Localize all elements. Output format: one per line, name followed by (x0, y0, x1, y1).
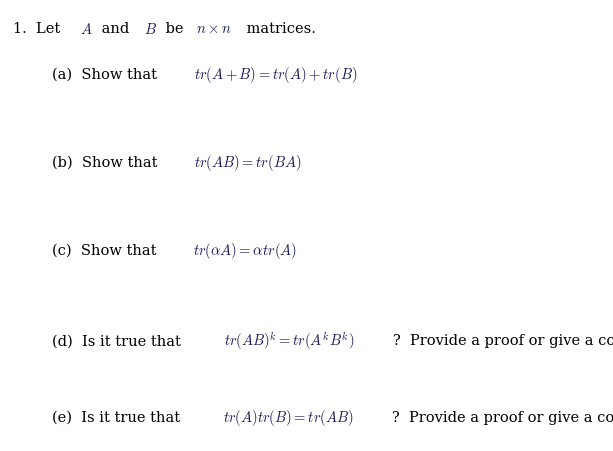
Text: 1.  Let: 1. Let (13, 23, 66, 36)
Text: matrices.: matrices. (242, 23, 316, 36)
Text: $\mathit{tr}(\alpha A) = \alpha\mathit{tr}(A)$: $\mathit{tr}(\alpha A) = \alpha\mathit{t… (193, 240, 297, 260)
Text: $B$: $B$ (144, 22, 157, 37)
Text: (a)  Show that: (a) Show that (52, 68, 162, 81)
Text: ?  Provide a proof or give a counter example.: ? Provide a proof or give a counter exam… (392, 410, 613, 424)
Text: $\mathit{tr}(A+B) = \mathit{tr}(A) + \mathit{tr}(B)$: $\mathit{tr}(A+B) = \mathit{tr}(A) + \ma… (194, 64, 357, 84)
Text: be: be (161, 23, 188, 36)
Text: $n \times n$: $n \times n$ (196, 23, 232, 36)
Text: ?  Provide a proof or give a counter example.: ? Provide a proof or give a counter exam… (393, 334, 613, 347)
Text: $\mathit{tr}(AB)^k = \mathit{tr}(A^k B^k)$: $\mathit{tr}(AB)^k = \mathit{tr}(A^k B^k… (224, 330, 355, 351)
Text: (d)  Is it true that: (d) Is it true that (52, 334, 186, 347)
Text: and: and (97, 23, 134, 36)
Text: $\mathit{tr}(AB) = \mathit{tr}(BA)$: $\mathit{tr}(AB) = \mathit{tr}(BA)$ (194, 152, 302, 172)
Text: (c)  Show that: (c) Show that (52, 244, 161, 257)
Text: (b)  Show that: (b) Show that (52, 156, 162, 169)
Text: $A$: $A$ (80, 22, 93, 37)
Text: $\mathit{tr}(A)\mathit{tr}(B) = \mathit{tr}(AB)$: $\mathit{tr}(A)\mathit{tr}(B) = \mathit{… (223, 407, 354, 427)
Text: (e)  Is it true that: (e) Is it true that (52, 410, 185, 424)
